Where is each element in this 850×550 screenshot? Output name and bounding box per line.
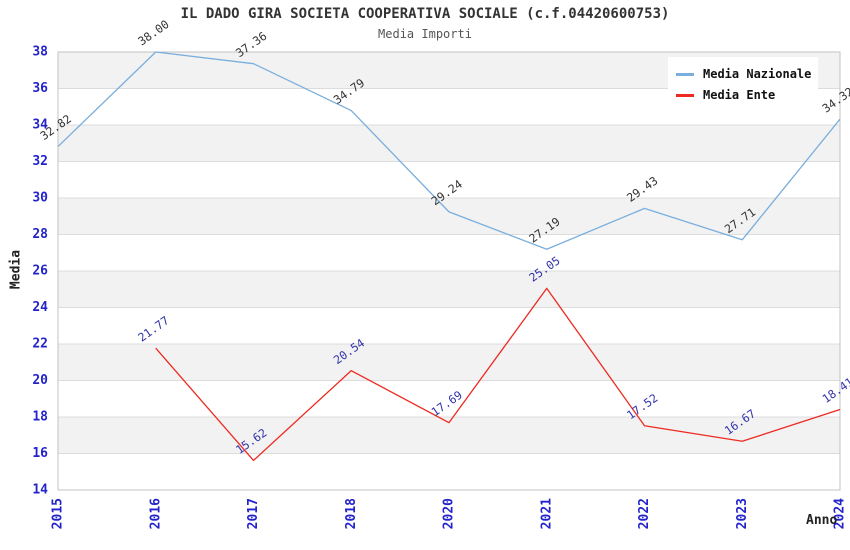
x-tick-label: 2018	[344, 498, 359, 529]
y-tick-label: 16	[32, 446, 48, 461]
data-point-label: 17.69	[429, 388, 465, 419]
y-tick-label: 14	[32, 483, 48, 498]
y-tick-label: 38	[32, 45, 48, 60]
x-tick-label: 2020	[442, 498, 457, 529]
legend-item-media-nazionale: Media Nazionale	[676, 67, 812, 81]
x-axis-title: Anno	[806, 513, 838, 528]
plot-band	[58, 344, 840, 381]
x-tick-label: 2017	[246, 498, 261, 529]
y-tick-label: 26	[32, 264, 48, 279]
y-tick-label: 36	[32, 81, 48, 96]
x-tick-label: 2022	[637, 498, 652, 529]
legend-label: Media Ente	[703, 88, 776, 102]
y-tick-label: 28	[32, 227, 48, 242]
x-tick-label: 2015	[51, 498, 66, 529]
x-tick-label: 2023	[735, 498, 750, 529]
legend-item-media-ente: Media Ente	[676, 88, 810, 102]
plot-band	[58, 125, 840, 162]
chart-title: IL DADO GIRA SOCIETA COOPERATIVA SOCIALE…	[180, 6, 670, 22]
plot-border	[57, 51, 841, 491]
y-tick-label: 18	[32, 410, 48, 425]
y-tick-label: 34	[32, 118, 48, 133]
legend-label: Media Nazionale	[703, 67, 812, 81]
data-point-label: 38.00	[135, 17, 171, 48]
plot-band	[58, 198, 840, 235]
legend: Media Nazionale Media Ente	[668, 57, 818, 111]
y-tick-label: 32	[32, 154, 48, 169]
y-tick-label: 24	[32, 300, 48, 315]
series-line-media-nazionale	[57, 51, 841, 250]
y-tick-label: 22	[32, 337, 48, 352]
x-tick-label: 2024	[833, 498, 848, 529]
legend-swatch-media-nazionale	[676, 72, 694, 76]
x-tick-label: 2021	[539, 498, 554, 529]
series-line-media-ente	[155, 287, 841, 462]
plot-band	[58, 271, 840, 308]
chart-subtitle: Media Importi	[378, 27, 472, 41]
x-tick-label: 2016	[148, 498, 163, 529]
legend-swatch-media-ente	[676, 93, 694, 97]
data-point-label: 21.77	[135, 313, 171, 344]
y-axis-title: Media	[8, 249, 24, 290]
y-tick-label: 20	[32, 373, 48, 388]
y-tick-label: 30	[32, 191, 48, 206]
